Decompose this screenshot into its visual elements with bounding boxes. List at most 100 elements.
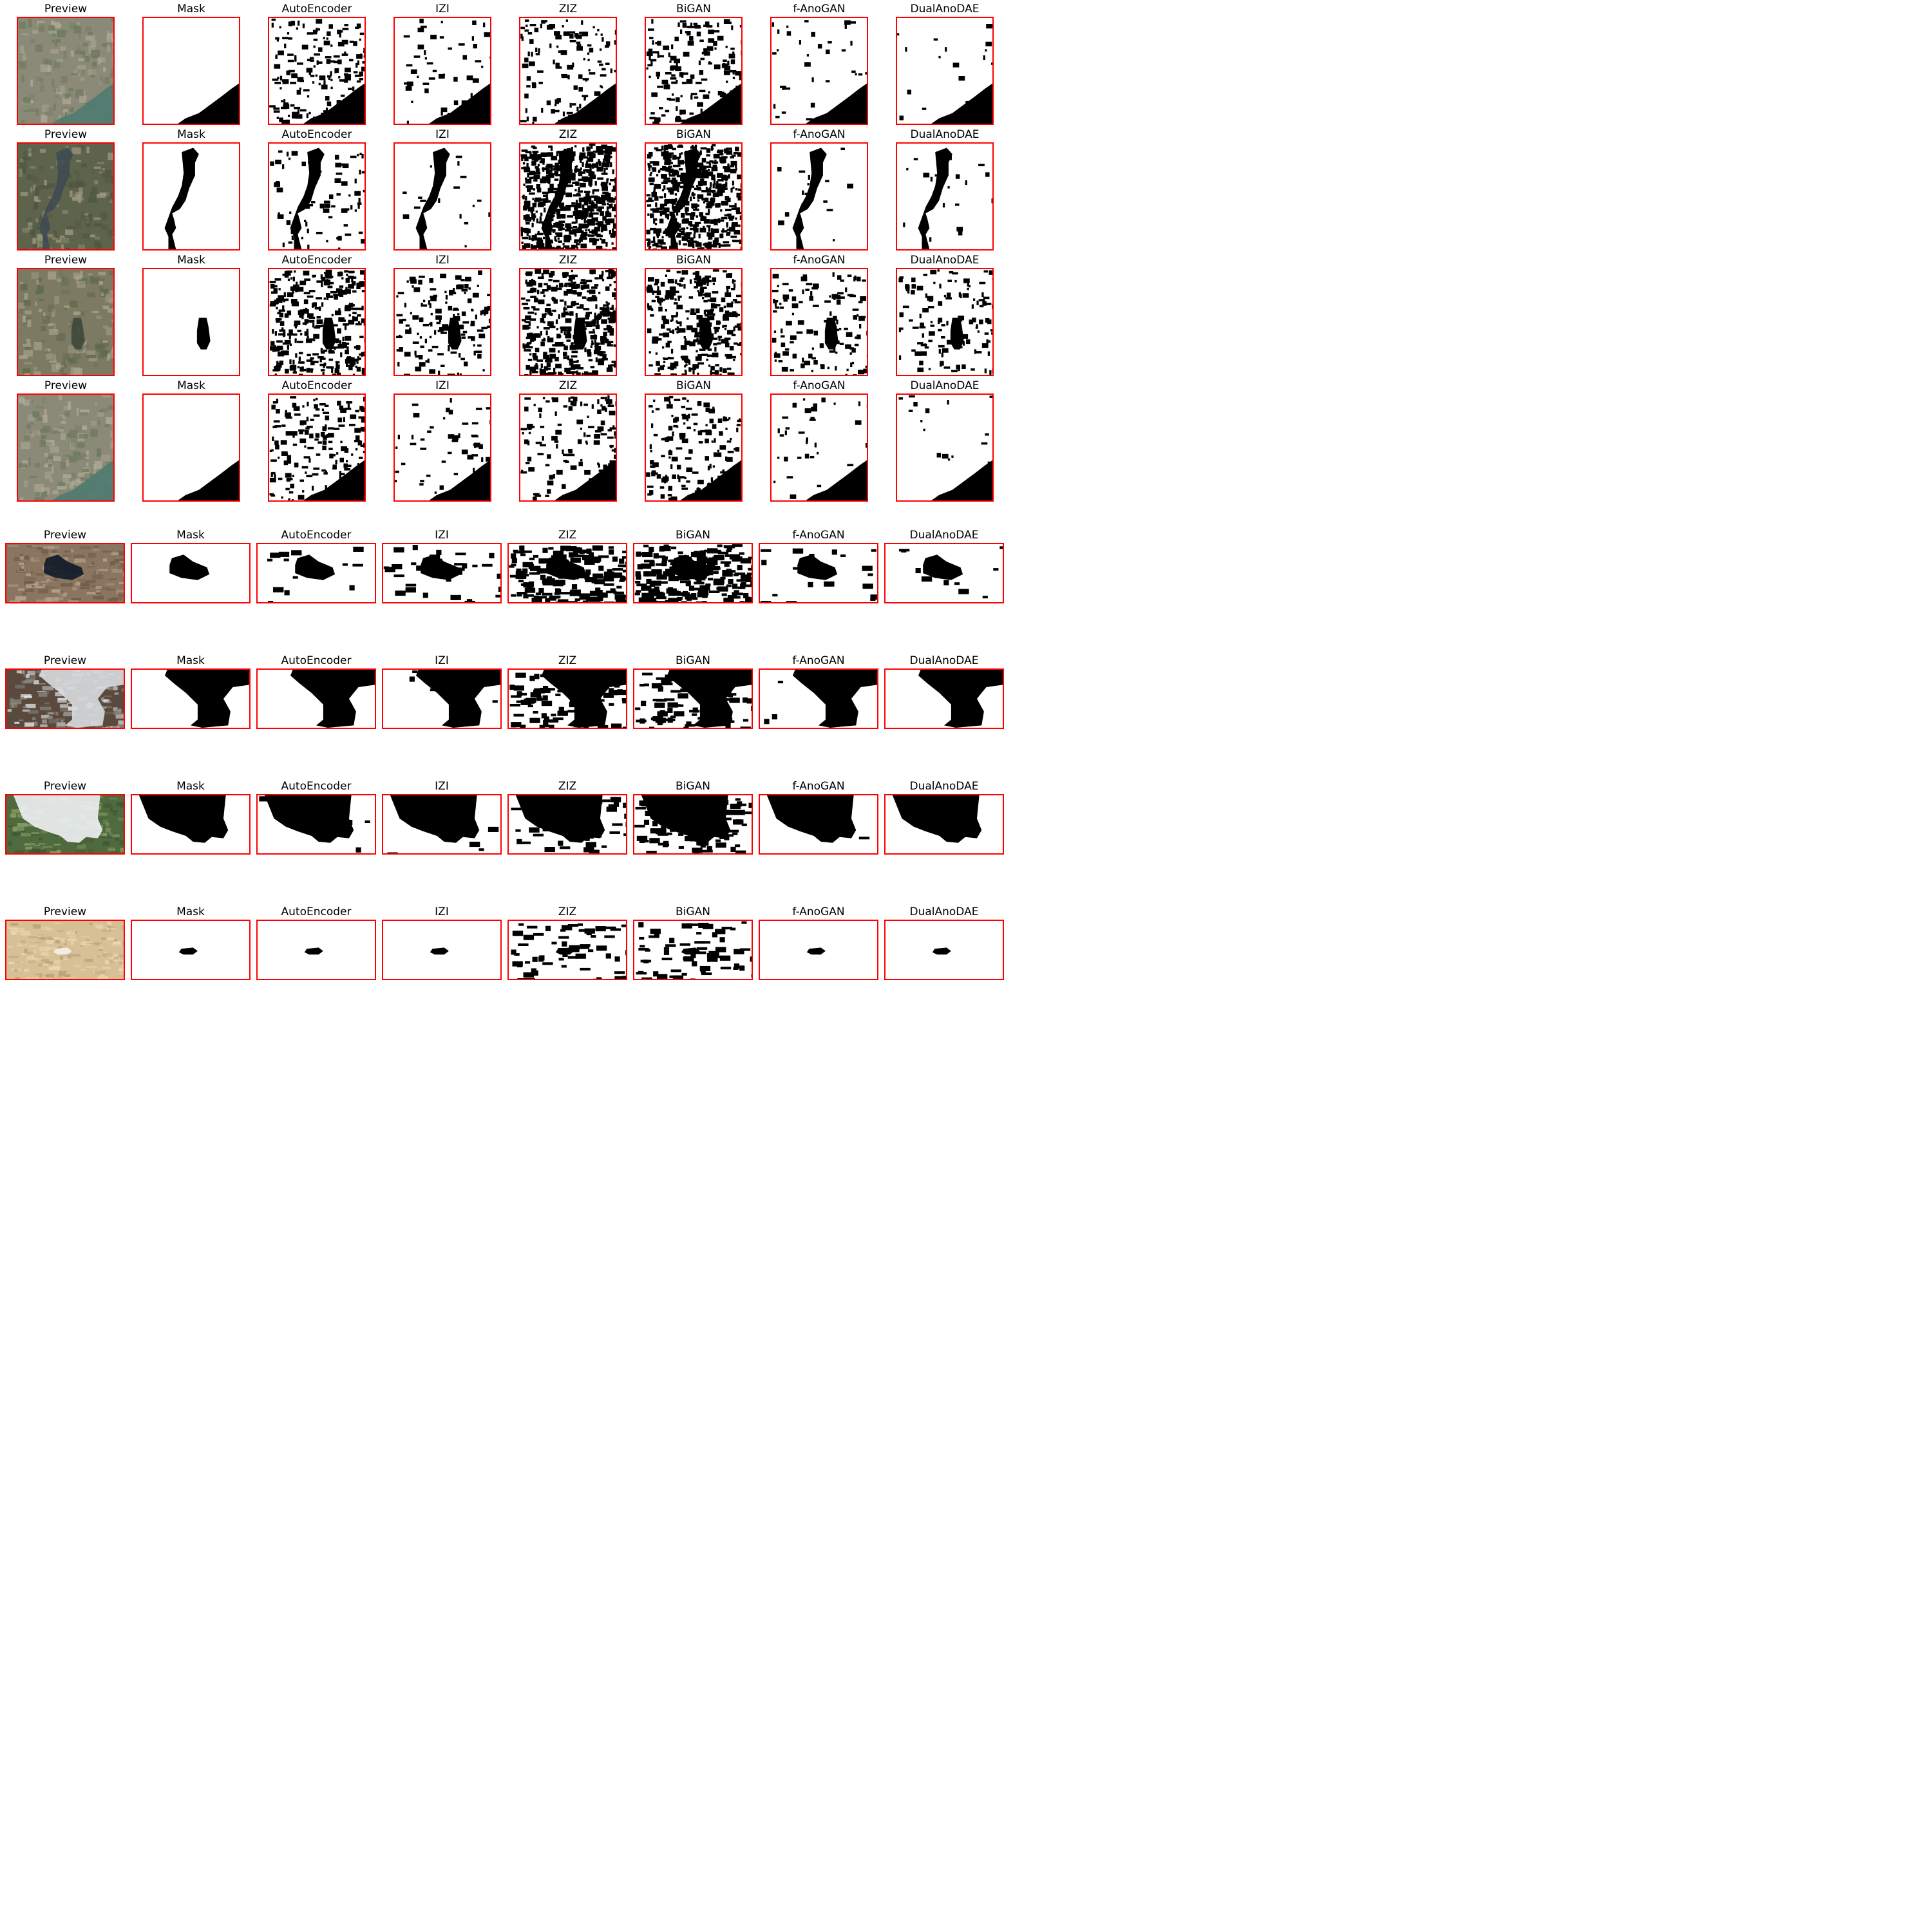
mask-panel-f-anogan [759,543,878,603]
binary-mask-raster [886,795,1003,853]
mask-panel-ziz [507,543,627,603]
panel-title-mask: Mask [176,905,205,918]
mask-panel-dualanodae [896,268,994,376]
panel-title-dualanodae: DualAnoDAE [910,3,980,15]
mask-panel-izi [393,17,491,125]
panel-title-izi: IZI [435,529,449,542]
panel-title-ziz: ZIZ [558,3,578,15]
binary-mask-raster [520,269,616,375]
mask-panel-bigan [645,17,743,125]
panel-title-dualanodae: DualAnoDAE [909,780,979,793]
panel-title-mask: Mask [176,529,205,542]
mask-panel-dualanodae [884,794,1004,855]
panel-title-izi: IZI [435,780,449,793]
panel-title-bigan: BiGAN [676,254,711,267]
panel-title-mask: Mask [177,379,205,392]
binary-mask-raster [144,269,239,375]
mask-panel-f-anogan [759,668,878,729]
mask-panel-bigan [645,268,743,376]
binary-mask-raster [132,795,249,853]
panel-title-ziz: ZIZ [558,905,577,918]
binary-mask-raster [383,921,500,979]
binary-mask-raster [509,795,626,853]
binary-mask-raster [897,144,992,249]
mask-panel-dualanodae [896,393,994,502]
mask-panel-autoencoder [268,393,366,502]
panel-title-f-anogan: f-AnoGAN [792,529,845,542]
binary-mask-raster [132,921,249,979]
panel-title-f-anogan: f-AnoGAN [792,780,845,793]
mask-panel-ziz [507,920,627,980]
mask-panel-izi [393,393,491,502]
binary-mask-raster [269,144,365,249]
panel-title-ziz: ZIZ [558,529,577,542]
preview-raster [18,18,113,124]
panel-title-izi: IZI [435,254,450,267]
binary-mask-raster [520,18,616,124]
preview-image [5,543,125,603]
panel-title-ziz: ZIZ [558,780,577,793]
binary-mask-raster [897,395,992,500]
binary-mask-raster [886,670,1003,728]
panel-title-autoencoder: AutoEncoder [281,3,352,15]
mask-panel-mask [142,268,240,376]
binary-mask-raster [258,670,375,728]
panel-title-autoencoder: AutoEncoder [281,379,352,392]
mask-panel-dualanodae [884,543,1004,603]
binary-mask-raster [132,544,249,602]
binary-mask-raster [646,395,741,500]
mask-panel-ziz [519,393,617,502]
mask-panel-bigan [633,668,753,729]
panel-title-bigan: BiGAN [676,379,711,392]
mask-panel-mask [131,920,251,980]
mask-panel-izi [393,268,491,376]
mask-panel-ziz [507,668,627,729]
binary-mask-raster [646,144,741,249]
binary-mask-raster [634,795,752,853]
binary-mask-raster [634,921,752,979]
panel-title-mask: Mask [177,3,205,15]
mask-panel-mask [131,794,251,855]
binary-mask-raster [258,544,375,602]
preview-raster [6,544,124,602]
preview-image [5,920,125,980]
mask-panel-f-anogan [759,794,878,855]
binary-mask-raster [634,670,752,728]
mask-panel-izi [382,543,502,603]
panel-title-preview: Preview [44,3,88,15]
binary-mask-raster [383,795,500,853]
preview-image [17,268,115,376]
panel-title-dualanodae: DualAnoDAE [909,905,979,918]
binary-mask-raster [269,395,365,500]
preview-raster [6,670,124,728]
panel-title-bigan: BiGAN [676,3,711,15]
panel-title-bigan: BiGAN [676,128,711,141]
binary-mask-raster [509,670,626,728]
panel-title-bigan: BiGAN [676,905,710,918]
binary-mask-raster [634,544,752,602]
panel-title-autoencoder: AutoEncoder [281,529,352,542]
mask-panel-ziz [519,17,617,125]
binary-mask-raster [772,18,867,124]
panel-title-izi: IZI [435,905,449,918]
mask-panel-ziz [507,794,627,855]
binary-mask-raster [395,18,490,124]
mask-panel-izi [382,920,502,980]
preview-raster [18,144,113,249]
binary-mask-raster [383,670,500,728]
binary-mask-raster [132,670,249,728]
panel-title-f-anogan: f-AnoGAN [793,254,846,267]
panel-title-preview: Preview [44,254,88,267]
panel-title-dualanodae: DualAnoDAE [910,254,980,267]
preview-image [17,393,115,502]
mask-panel-dualanodae [884,668,1004,729]
panel-title-mask: Mask [176,654,205,667]
mask-panel-mask [131,668,251,729]
preview-image [5,668,125,729]
binary-mask-raster [509,544,626,602]
mask-panel-bigan [633,543,753,603]
mask-panel-dualanodae [884,920,1004,980]
panel-title-dualanodae: DualAnoDAE [910,379,980,392]
preview-image [17,142,115,251]
preview-raster [6,795,124,853]
